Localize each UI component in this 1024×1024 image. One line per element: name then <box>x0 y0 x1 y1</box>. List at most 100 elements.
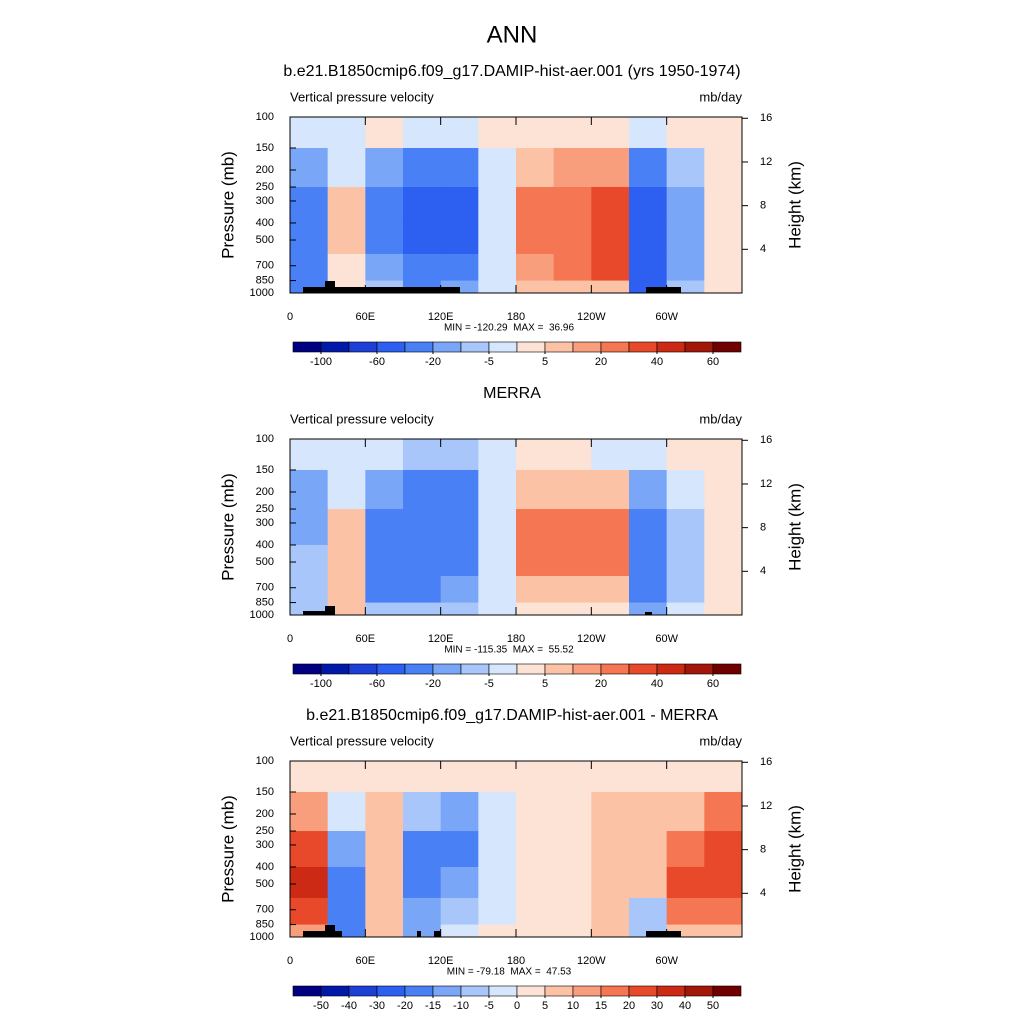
contour-cell <box>516 575 555 604</box>
y-axis-label: Pressure (mb) <box>218 795 237 903</box>
contour-cell <box>553 924 592 938</box>
contour-cell <box>440 897 479 926</box>
contour-cell <box>478 280 517 294</box>
y-tick-label: 1000 <box>250 287 274 299</box>
right-string: mb/day <box>699 733 742 748</box>
contour-cell <box>327 602 366 616</box>
contour-cell <box>516 866 555 899</box>
y-tick-label: 200 <box>256 808 274 820</box>
contour-cell <box>440 253 479 282</box>
topography <box>325 281 335 293</box>
colorbar-label: -100 <box>310 678 332 690</box>
colorbar-box <box>376 985 406 997</box>
y-tick-label: 300 <box>256 195 274 207</box>
contour-cell <box>553 509 592 546</box>
contour-cell <box>365 575 404 604</box>
y-tick-label: 1000 <box>250 609 274 621</box>
x-tick-label: 0 <box>287 311 293 323</box>
contour-cell <box>440 831 479 868</box>
contour-cell <box>629 575 668 604</box>
topography <box>434 287 441 293</box>
contour-cell <box>591 253 630 282</box>
contour-cell <box>365 897 404 926</box>
contour-cell <box>591 544 630 577</box>
contour-cell <box>290 831 329 868</box>
contour-cell <box>666 897 705 926</box>
contour-cell <box>440 439 479 471</box>
colorbar-label: -5 <box>484 678 494 690</box>
colorbar-box <box>656 985 686 997</box>
contour-cell <box>704 280 743 294</box>
contour-cell <box>327 866 366 899</box>
left-string: Vertical pressure velocity <box>290 733 434 748</box>
figure-title: ANN <box>487 21 538 48</box>
x-tick-label: 60E <box>356 311 376 323</box>
contour-cell <box>553 187 592 224</box>
colorbar-box <box>488 341 518 353</box>
colorbar-box <box>292 663 322 675</box>
contour-cell <box>290 117 329 149</box>
y-tick-label: 1000 <box>250 931 274 943</box>
contour-cell <box>365 147 404 188</box>
contour-cell <box>365 761 404 793</box>
contour-cell <box>327 187 366 224</box>
contour-cell <box>403 222 442 255</box>
contour-cell <box>553 117 592 149</box>
y-tick-label: 500 <box>256 234 274 246</box>
colorbar-label: -20 <box>425 356 441 368</box>
y2-tick-label: 16 <box>760 112 772 124</box>
x-tick-label: 120E <box>428 633 454 645</box>
contour-cell <box>553 439 592 471</box>
colorbar-box <box>320 341 350 353</box>
contour-cell <box>591 187 630 224</box>
contour-cell <box>327 222 366 255</box>
contour-cell <box>290 187 329 224</box>
y2-tick-label: 4 <box>760 243 766 255</box>
contour-cell <box>666 761 705 793</box>
contour-cell <box>290 866 329 899</box>
contour-cell <box>403 253 442 282</box>
colorbar-box <box>432 985 462 997</box>
contour-cell <box>591 602 630 616</box>
contour-cell <box>629 187 668 224</box>
colorbar-box <box>572 663 602 675</box>
contour-cell <box>403 761 442 793</box>
contour-cell <box>704 222 743 255</box>
contour-cell <box>666 117 705 149</box>
y2-tick-label: 16 <box>760 434 772 446</box>
contour-cell <box>553 831 592 868</box>
contour-cell <box>629 791 668 832</box>
contour-cell <box>704 117 743 149</box>
contour-cell <box>516 222 555 255</box>
contour-cell <box>553 866 592 899</box>
contour-cell <box>403 147 442 188</box>
colorbar-box <box>684 985 714 997</box>
colorbar-box <box>572 341 602 353</box>
contour-cell <box>440 866 479 899</box>
contour-cell <box>365 253 404 282</box>
x-tick-label: 60W <box>655 633 678 645</box>
contour-cell <box>478 575 517 604</box>
colorbar-label: 15 <box>595 1000 607 1012</box>
contour-cell <box>403 831 442 868</box>
colorbar-label: 50 <box>707 1000 719 1012</box>
contour-cell <box>403 602 442 616</box>
x-tick-label: 60E <box>356 955 376 967</box>
y2-tick-label: 12 <box>760 478 772 490</box>
contour-cell <box>365 791 404 832</box>
contour-cell <box>704 791 743 832</box>
contour-cell <box>327 897 366 926</box>
colorbar-label: -100 <box>310 356 332 368</box>
contour-cell <box>666 222 705 255</box>
contour-cell <box>403 866 442 899</box>
colorbar-box <box>544 985 574 997</box>
y-axis-label: Pressure (mb) <box>218 151 237 259</box>
colorbar-box <box>292 341 322 353</box>
contour-cell <box>327 253 366 282</box>
colorbar-label: -20 <box>425 678 441 690</box>
colorbar-box <box>544 663 574 675</box>
y2-tick-label: 8 <box>760 522 766 534</box>
topography <box>434 931 441 937</box>
contour-cell <box>666 253 705 282</box>
contour-cell <box>440 509 479 546</box>
